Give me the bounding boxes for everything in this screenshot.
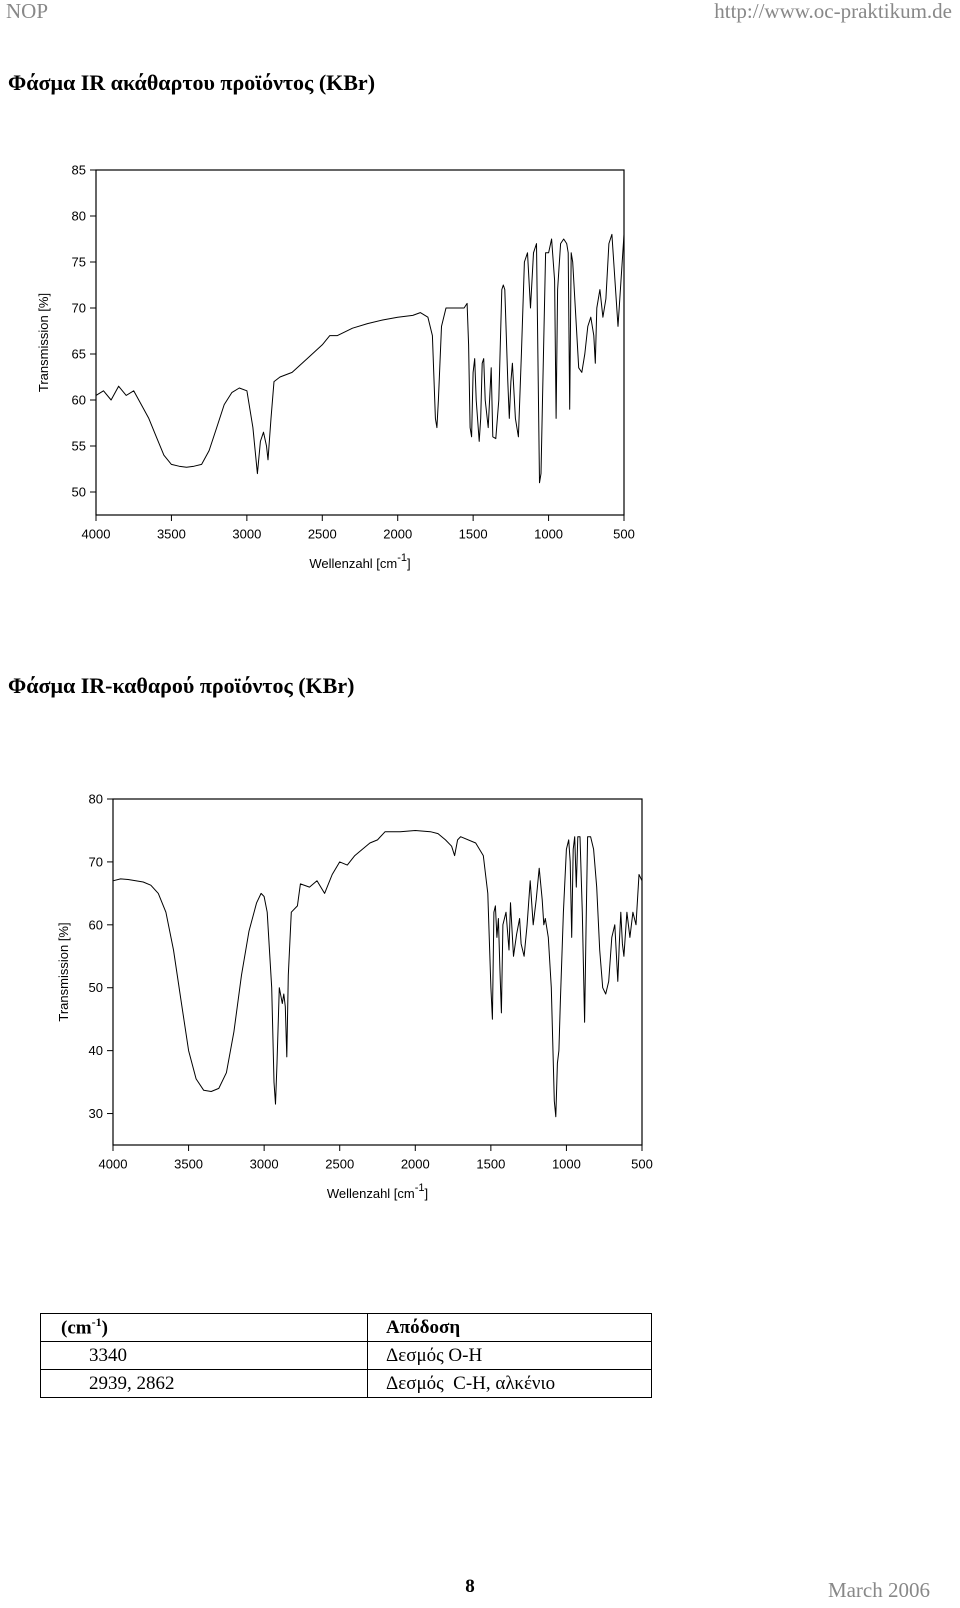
y-axis-label: Transmission [%]	[56, 922, 71, 1021]
x-tick-label: 3000	[250, 1157, 279, 1172]
x-tick-label: 2500	[308, 527, 337, 542]
x-axis-label-sup: -1	[397, 552, 407, 564]
x-tick-label: 1500	[476, 1157, 505, 1172]
header-cell: Απόδοση	[367, 1313, 652, 1342]
cell: Δεσμός O-H	[367, 1341, 652, 1370]
y-tick-label: 60	[72, 393, 86, 408]
x-axis-label: Wellenzahl [cm-1]	[309, 552, 410, 571]
y-tick-label: 80	[89, 792, 103, 807]
header-sup: -1	[91, 1315, 102, 1330]
y-tick-label: 75	[72, 255, 86, 270]
header-text: (cm	[61, 1317, 92, 1339]
cell: 3340	[40, 1341, 368, 1370]
table-header: (cm-1) Απόδοση	[40, 1313, 652, 1342]
x-tick-label: 500	[631, 1157, 653, 1172]
x-axis-label-text: Wellenzahl [cm	[309, 556, 397, 571]
x-axis-label-sup: -1	[415, 1182, 425, 1194]
cell: Δεσμός C-H, αλκένιο	[367, 1369, 652, 1398]
table-row: 2939, 2862 Δεσμός C-H, αλκένιο	[40, 1369, 652, 1398]
plot-frame	[112, 798, 643, 1146]
header-left: NOP	[6, 0, 48, 23]
y-tick-label: 50	[72, 485, 86, 500]
y-tick-label: 50	[89, 980, 103, 995]
x-tick-label: 4000	[99, 1157, 128, 1172]
header-text: )	[101, 1317, 108, 1339]
plot-frame	[95, 169, 625, 516]
header-cell: (cm-1)	[40, 1313, 368, 1342]
x-tick-label: 2500	[325, 1157, 354, 1172]
spectrum-line	[95, 233, 625, 484]
x-axis-label-text: ]	[407, 556, 411, 571]
x-tick-label: 1500	[459, 527, 488, 542]
y-tick-label: 70	[72, 301, 86, 316]
x-axis-label-text: ]	[425, 1186, 429, 1201]
x-tick-label: 1000	[534, 527, 563, 542]
x-tick-label: 3500	[174, 1157, 203, 1172]
x-tick-label: 1000	[552, 1157, 581, 1172]
y-tick-label: 85	[72, 163, 86, 178]
x-tick-label: 3500	[157, 527, 186, 542]
heading: Φάσμα IR ακάθαρτου προϊόντος (KBr)	[8, 70, 375, 95]
y-tick-label: 70	[89, 854, 103, 869]
x-tick-label: 2000	[383, 527, 412, 542]
table-row: 3340 Δεσμός O-H	[40, 1341, 652, 1370]
x-tick-label: 500	[613, 527, 635, 542]
cell: 2939, 2862	[40, 1369, 368, 1398]
y-tick-label: 55	[72, 439, 86, 454]
x-tick-label: 3000	[232, 527, 261, 542]
heading: Φάσμα IR-καθαρού προϊόντος (KBr)	[8, 673, 354, 698]
y-tick-label: 65	[72, 347, 86, 362]
x-axis-label-text: Wellenzahl [cm	[327, 1186, 415, 1201]
footer-date: March 2006	[828, 1578, 930, 1602]
x-tick-label: 4000	[82, 527, 111, 542]
y-tick-label: 30	[89, 1106, 103, 1121]
x-axis-label: Wellenzahl [cm-1]	[327, 1182, 428, 1201]
spectrum-line	[112, 830, 643, 1118]
y-axis-label: Transmission [%]	[36, 293, 51, 392]
x-tick-label: 2000	[401, 1157, 430, 1172]
assignment-table: (cm-1) Απόδοση 3340 Δεσμός O-H 2939, 286…	[40, 1313, 652, 1398]
header-right: http://www.oc-praktikum.de	[714, 0, 952, 23]
y-tick-label: 40	[89, 1043, 103, 1058]
page-number: 8	[465, 1576, 475, 1597]
y-tick-label: 80	[72, 209, 86, 224]
y-tick-label: 60	[89, 917, 103, 932]
